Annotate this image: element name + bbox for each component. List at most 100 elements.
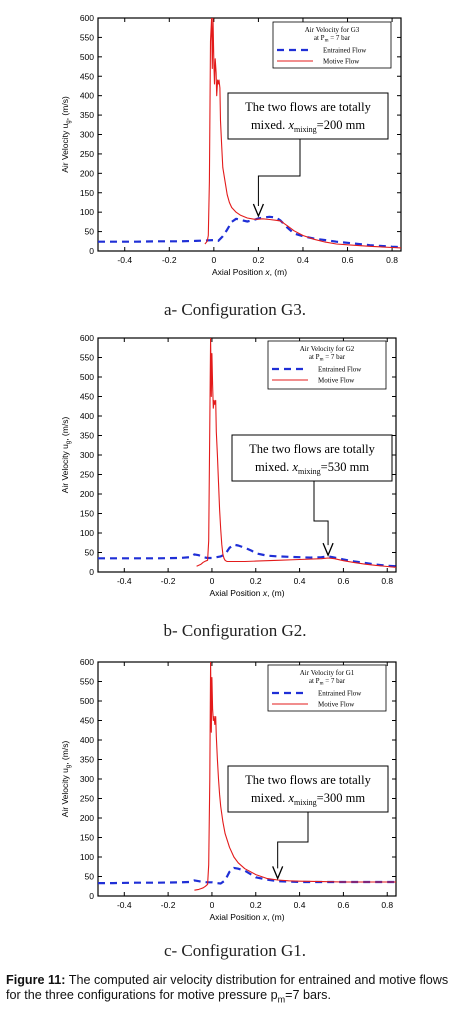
chart-g3: -0.4 -0.2 0 0.2 0.4 0.6 0.8 0 50 100 150 200 250 300 3… (60, 13, 402, 277)
y-tick-label: 350 (80, 110, 94, 120)
annotation-box (227, 765, 389, 813)
annotation-line-1: The two flows are totally (245, 100, 371, 114)
subplot-caption-g3: a- Configuration G3. (163, 300, 307, 319)
figure-caption: Figure 11: The computed air velocity dis… (6, 973, 466, 1008)
y-tick-label: 250 (80, 149, 94, 159)
annotation-line-2: mixed. xmixing=300 mm (251, 791, 365, 807)
x-axis-title: Axial Position x, (m) (209, 588, 284, 598)
y-tick-label: 200 (80, 813, 94, 823)
figure-caption-sub: m (277, 994, 286, 1005)
x-tick-label: 0.2 (250, 576, 262, 586)
figure-caption-end: =7 bars. (285, 988, 331, 1002)
y-tick-label: 150 (80, 833, 94, 843)
annotation-arrowhead (252, 203, 265, 218)
series-line-entrained-flow (98, 866, 396, 885)
figure-caption-label: Figure 11: (6, 973, 66, 987)
legend-title: Air Velocity for G1 (300, 669, 355, 677)
y-tick-label: 450 (80, 71, 94, 81)
y-tick-label: 300 (80, 450, 94, 460)
figure-caption-text: The computed air velocity distribution f… (6, 973, 449, 1002)
series-line-motive-flow (204, 18, 401, 249)
legend-entry: Entrained Flow (318, 366, 362, 374)
y-axis-title: Air Velocity ug, (m/s) (60, 96, 72, 173)
subplot-caption-g1: c- Configuration G1. (163, 941, 307, 960)
y-tick-label: 400 (80, 91, 94, 101)
y-tick-label: 500 (80, 52, 94, 62)
y-axis-title: Air Velocity ug, (m/s) (60, 741, 72, 818)
legend-subtitle: at Pm = 7 bar (309, 677, 346, 687)
legend-entry: Motive Flow (323, 58, 360, 66)
x-tick-label: 0 (210, 900, 215, 910)
y-tick-label: 350 (80, 755, 94, 765)
y-tick-label: 300 (80, 130, 94, 140)
x-tick-label: 0.6 (337, 576, 349, 586)
annotation-leader (277, 812, 309, 869)
y-axis-title: Air Velocity ug, (m/s) (60, 417, 72, 494)
y-tick-label: 50 (85, 548, 95, 558)
x-tick-label: -0.2 (162, 255, 177, 265)
x-tick-label: 0.8 (381, 576, 393, 586)
y-tick-label: 550 (80, 32, 94, 42)
legend-title: Air Velocity for G2 (300, 345, 355, 353)
annotation-arrowhead (272, 866, 284, 881)
series-line-entrained-flow (98, 543, 396, 568)
chart-panel-g2: -0.4 -0.2 0 0.2 0.4 0.6 0.8 0 50 100 150 200 250 300 3… (0, 325, 470, 645)
chart-panel-g1: -0.4 -0.2 0 0.2 0.4 0.6 0.8 0 50 100 150 200 250 300 3… (0, 645, 470, 970)
legend-box (272, 21, 392, 69)
legend-entry: Motive Flow (318, 701, 355, 709)
y-tick-label: 500 (80, 696, 94, 706)
y-tick-label: 350 (80, 431, 94, 441)
y-tick-label: 100 (80, 528, 94, 538)
x-tick-label: 0 (210, 576, 215, 586)
legend-subtitle: at Pm = 7 bar (309, 353, 346, 363)
annotation-box (227, 92, 389, 140)
y-tick-label: 50 (85, 872, 95, 882)
y-tick-label: 0 (89, 891, 94, 901)
y-tick-label: 550 (80, 677, 94, 687)
y-tick-label: 200 (80, 489, 94, 499)
annotation-line-1: The two flows are totally (245, 773, 371, 787)
x-tick-label: 0.4 (297, 255, 309, 265)
x-tick-label: 0.4 (294, 576, 306, 586)
annotation-leader (257, 139, 301, 206)
annotation-arrowhead (322, 542, 334, 557)
y-tick-label: 400 (80, 735, 94, 745)
series-line-motive-flow (194, 662, 396, 891)
y-tick-label: 250 (80, 470, 94, 480)
legend-entry: Entrained Flow (323, 47, 367, 55)
x-tick-label: 0.6 (342, 255, 354, 265)
y-tick-label: 450 (80, 716, 94, 726)
y-tick-label: 550 (80, 353, 94, 363)
legend-box (267, 664, 387, 712)
y-tick-label: 450 (80, 392, 94, 402)
annotation-line-1: The two flows are totally (249, 442, 375, 456)
y-tick-label: 150 (80, 188, 94, 198)
y-tick-label: 50 (85, 227, 95, 237)
x-tick-label: 0.8 (386, 255, 398, 265)
chart-g2: -0.4 -0.2 0 0.2 0.4 0.6 0.8 0 50 100 150 200 250 300 3… (60, 333, 397, 598)
x-tick-label: -0.2 (161, 576, 176, 586)
y-tick-label: 0 (89, 567, 94, 577)
chart-panel-g3: -0.4 -0.2 0 0.2 0.4 0.6 0.8 0 50 100 150 200 250 300 3… (0, 0, 470, 325)
y-tick-label: 100 (80, 852, 94, 862)
x-axis-title: Axial Position x, (m) (212, 267, 287, 277)
annotation-line-2: mixed. xmixing=200 mm (251, 118, 365, 134)
y-tick-label: 100 (80, 207, 94, 217)
series-line-entrained-flow (98, 215, 401, 249)
y-tick-label: 600 (80, 13, 94, 23)
subplot-caption-g2: b- Configuration G2. (163, 621, 307, 640)
series-line-motive-flow (196, 338, 396, 568)
x-tick-label: -0.4 (117, 255, 132, 265)
y-tick-label: 250 (80, 794, 94, 804)
y-tick-label: 0 (89, 246, 94, 256)
annotation-leader (313, 481, 329, 546)
x-tick-label: 0.6 (337, 900, 349, 910)
legend-entry: Entrained Flow (318, 690, 362, 698)
y-tick-label: 600 (80, 333, 94, 343)
x-tick-label: 0 (211, 255, 216, 265)
annotation-box (231, 434, 393, 482)
legend-subtitle: at Pm = 7 bar (314, 34, 351, 44)
x-tick-label: 0.8 (381, 900, 393, 910)
x-tick-label: 0.4 (294, 900, 306, 910)
x-tick-label: -0.2 (161, 900, 176, 910)
